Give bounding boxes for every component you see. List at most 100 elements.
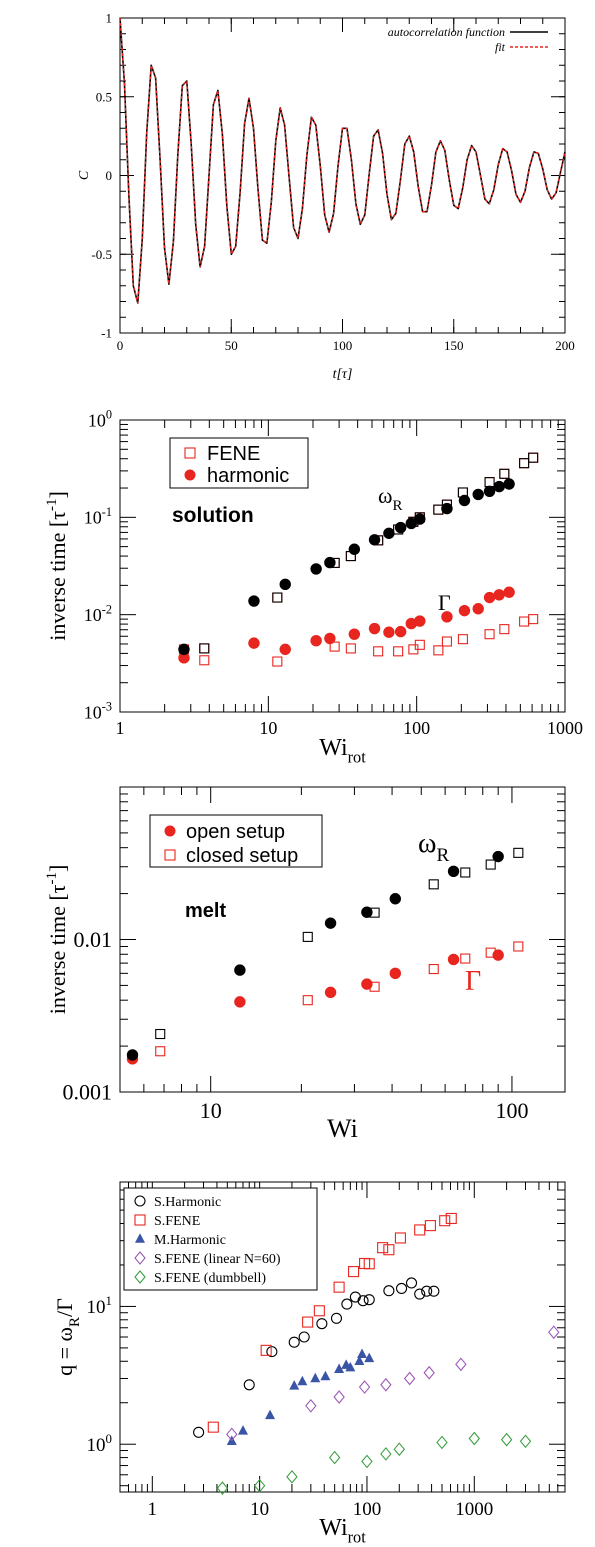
text-span: q = ω bbox=[52, 1327, 77, 1376]
text-span: ω bbox=[418, 828, 436, 859]
text-span: inverse time [τ bbox=[45, 511, 70, 641]
x-tick-label: 100 bbox=[403, 718, 430, 738]
data-point bbox=[380, 1447, 392, 1461]
data-point bbox=[433, 645, 444, 656]
data-point bbox=[389, 893, 401, 905]
data-point bbox=[493, 480, 505, 493]
data-point bbox=[330, 1312, 343, 1324]
annotation-omega: ωR​ bbox=[378, 483, 402, 514]
text-span: 10 bbox=[259, 718, 277, 738]
text-span: 1000 bbox=[455, 1499, 493, 1520]
data-point bbox=[458, 494, 471, 507]
data-point bbox=[248, 637, 260, 649]
data-point bbox=[302, 1316, 314, 1328]
data-point bbox=[216, 1481, 229, 1495]
data-point bbox=[272, 592, 283, 603]
x-tick-label: 1 bbox=[148, 1499, 158, 1520]
x-tick-label: 1 bbox=[116, 718, 125, 738]
legend-label: autocorrelation function bbox=[388, 25, 505, 39]
data-point bbox=[485, 859, 496, 870]
legend-marker bbox=[134, 1270, 146, 1284]
data-point bbox=[341, 1298, 353, 1310]
data-point bbox=[439, 1215, 451, 1227]
data-point bbox=[207, 1421, 219, 1433]
data-point bbox=[380, 1377, 392, 1392]
data-point bbox=[441, 611, 453, 623]
legend-label: S.FENE (dumbbell) bbox=[154, 1271, 266, 1286]
text-span: solution bbox=[172, 504, 254, 527]
data-point bbox=[302, 995, 313, 1006]
data-point bbox=[441, 502, 453, 515]
legend-label: open setup bbox=[186, 821, 285, 843]
text-span: -2 bbox=[102, 602, 112, 616]
text-span: Wi bbox=[319, 1515, 348, 1541]
text-span: rot bbox=[348, 1528, 367, 1547]
data-point bbox=[492, 850, 504, 863]
data-point bbox=[484, 477, 495, 488]
data-point bbox=[424, 1220, 436, 1232]
data-point bbox=[499, 624, 510, 635]
text-span: -1 bbox=[44, 872, 60, 884]
y-tick-label: 101​ bbox=[87, 1293, 112, 1318]
data-point bbox=[348, 1266, 360, 1278]
legend-box bbox=[149, 814, 323, 868]
series-line bbox=[119, 17, 566, 304]
data-point bbox=[393, 646, 404, 657]
legend-label: closed setup bbox=[186, 845, 298, 867]
data-point bbox=[414, 1288, 426, 1300]
data-point bbox=[519, 616, 530, 627]
data-point bbox=[428, 1285, 440, 1297]
data-point bbox=[298, 1331, 310, 1343]
text-span: 150 bbox=[444, 338, 464, 353]
data-point bbox=[513, 847, 524, 858]
data-point bbox=[383, 527, 395, 539]
data-point bbox=[519, 1434, 532, 1449]
text-span: 100 bbox=[353, 1499, 382, 1520]
data-point bbox=[324, 632, 336, 645]
text-span: 1 bbox=[148, 1499, 158, 1520]
data-point bbox=[483, 485, 496, 498]
data-point bbox=[333, 1390, 345, 1404]
y-tick-label: 0.5 bbox=[96, 89, 112, 104]
text-span: 0 bbox=[106, 408, 112, 422]
data-point bbox=[288, 1336, 300, 1348]
legend-label: FENE bbox=[207, 443, 260, 465]
data-point bbox=[354, 1355, 365, 1366]
text-span: 1 bbox=[116, 718, 125, 738]
data-point bbox=[324, 556, 336, 569]
data-point bbox=[468, 1431, 481, 1446]
data-point bbox=[361, 906, 373, 918]
data-point bbox=[199, 643, 210, 654]
data-point bbox=[199, 643, 210, 654]
data-point bbox=[485, 947, 496, 958]
x-tick-label: 150 bbox=[444, 338, 464, 353]
text-span: ] bbox=[45, 491, 70, 498]
y-tick-label: 0 bbox=[106, 168, 113, 183]
legend-marker bbox=[184, 447, 196, 459]
text-span: Γ bbox=[438, 590, 451, 615]
data-point bbox=[369, 907, 380, 918]
annotation-gamma: Γ bbox=[465, 966, 481, 997]
legend-marker bbox=[135, 1233, 145, 1243]
legend-marker bbox=[134, 1195, 146, 1207]
text-span: -0.5 bbox=[91, 247, 112, 262]
data-point bbox=[155, 1046, 166, 1057]
data-point bbox=[234, 996, 246, 1008]
data-point bbox=[226, 1427, 238, 1442]
text-span: 0 bbox=[117, 338, 124, 353]
data-point bbox=[345, 643, 356, 654]
data-point bbox=[364, 1352, 375, 1363]
data-point bbox=[369, 981, 380, 992]
data-point bbox=[361, 978, 373, 990]
text-span: ] bbox=[45, 865, 70, 872]
data-point bbox=[441, 636, 452, 647]
data-point bbox=[320, 1370, 331, 1381]
text-span: 10 bbox=[84, 702, 102, 722]
data-point bbox=[548, 1325, 560, 1340]
data-point bbox=[493, 589, 505, 601]
series-line bbox=[119, 17, 566, 304]
data-point bbox=[396, 1282, 408, 1295]
data-point bbox=[357, 1295, 369, 1307]
